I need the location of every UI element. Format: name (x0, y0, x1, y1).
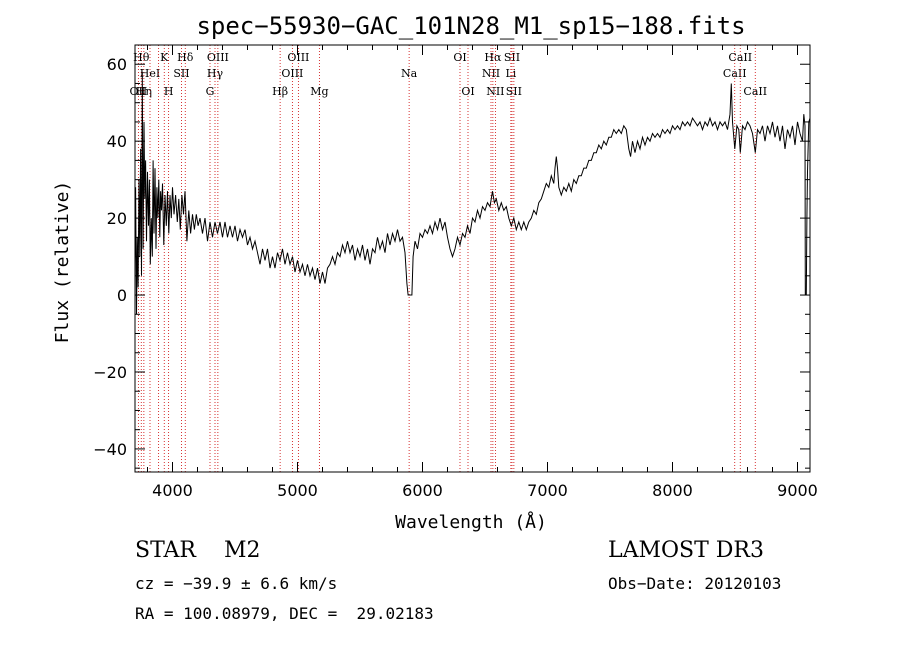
marker-label: K (160, 51, 169, 64)
object-class: STAR M2 (135, 538, 261, 563)
x-tick-label: 6000 (402, 481, 443, 500)
marker-label: CaII (728, 51, 752, 64)
series-line-0 (135, 71, 810, 315)
y-tick-label: 40 (107, 132, 127, 151)
axes: 4000 5000 6000 7000 8000 9000 −40 −20 0 20 40 60 (93, 44, 818, 500)
marker-label: SII (504, 51, 520, 64)
marker-label: Na (401, 67, 418, 80)
marker-label: NII (486, 85, 504, 98)
marker-label: Hγ (207, 67, 224, 80)
y-tick-label: 0 (117, 286, 127, 305)
marker-label: CaII (743, 85, 767, 98)
marker-label: Hθ (133, 51, 150, 64)
marker-label: Hα (484, 51, 502, 64)
marker-label: SII (173, 67, 189, 80)
marker-label: NII (482, 67, 500, 80)
marker-label: H (164, 85, 174, 98)
line-markers: OIIHθHηHeIKHSIIHδGHγOIIIHβOIIIOIIIMgNaOI… (130, 45, 767, 472)
x-tick-label: 7000 (527, 481, 568, 500)
marker-label: OI (461, 85, 474, 98)
spectrum-series (135, 71, 810, 315)
x-tick-label: 4000 (152, 481, 193, 500)
marker-label: Hη (136, 85, 152, 98)
observation-date: Obs−Date: 20120103 (608, 574, 782, 593)
x-tick-label: 8000 (652, 481, 693, 500)
marker-label: CaII (723, 67, 747, 80)
marker-label: OIII (207, 51, 229, 64)
y-tick-label: −20 (93, 363, 127, 382)
y-tick-label: 60 (107, 55, 127, 74)
marker-label: SII (506, 85, 522, 98)
marker-label: Li (505, 67, 516, 80)
marker-label: OIII (287, 51, 309, 64)
x-axis-label: Wavelength (Å) (395, 511, 547, 533)
marker-label: OIII (281, 67, 303, 80)
coordinates-info: RA = 100.08979, DEC = 29.02183 (135, 604, 434, 623)
marker-label: G (206, 85, 215, 98)
marker-label: OI (453, 51, 466, 64)
y-axis-label: Flux (relative) (52, 181, 73, 344)
x-tick-label: 5000 (277, 481, 318, 500)
redshift-info: cz = −39.9 ± 6.6 km/s (135, 574, 338, 593)
marker-label: HeI (140, 67, 160, 80)
y-tick-label: −40 (93, 440, 127, 459)
x-tick-label: 9000 (777, 481, 818, 500)
chart-title: spec−55930−GAC_101N28_M1_sp15−188.fits (196, 12, 745, 40)
marker-label: Hδ (177, 51, 194, 64)
marker-label: Mg (310, 85, 328, 98)
marker-label: Hβ (272, 85, 288, 98)
plot-frame (134, 44, 811, 473)
survey-name: LAMOST DR3 (608, 538, 764, 563)
y-tick-label: 20 (107, 209, 127, 228)
